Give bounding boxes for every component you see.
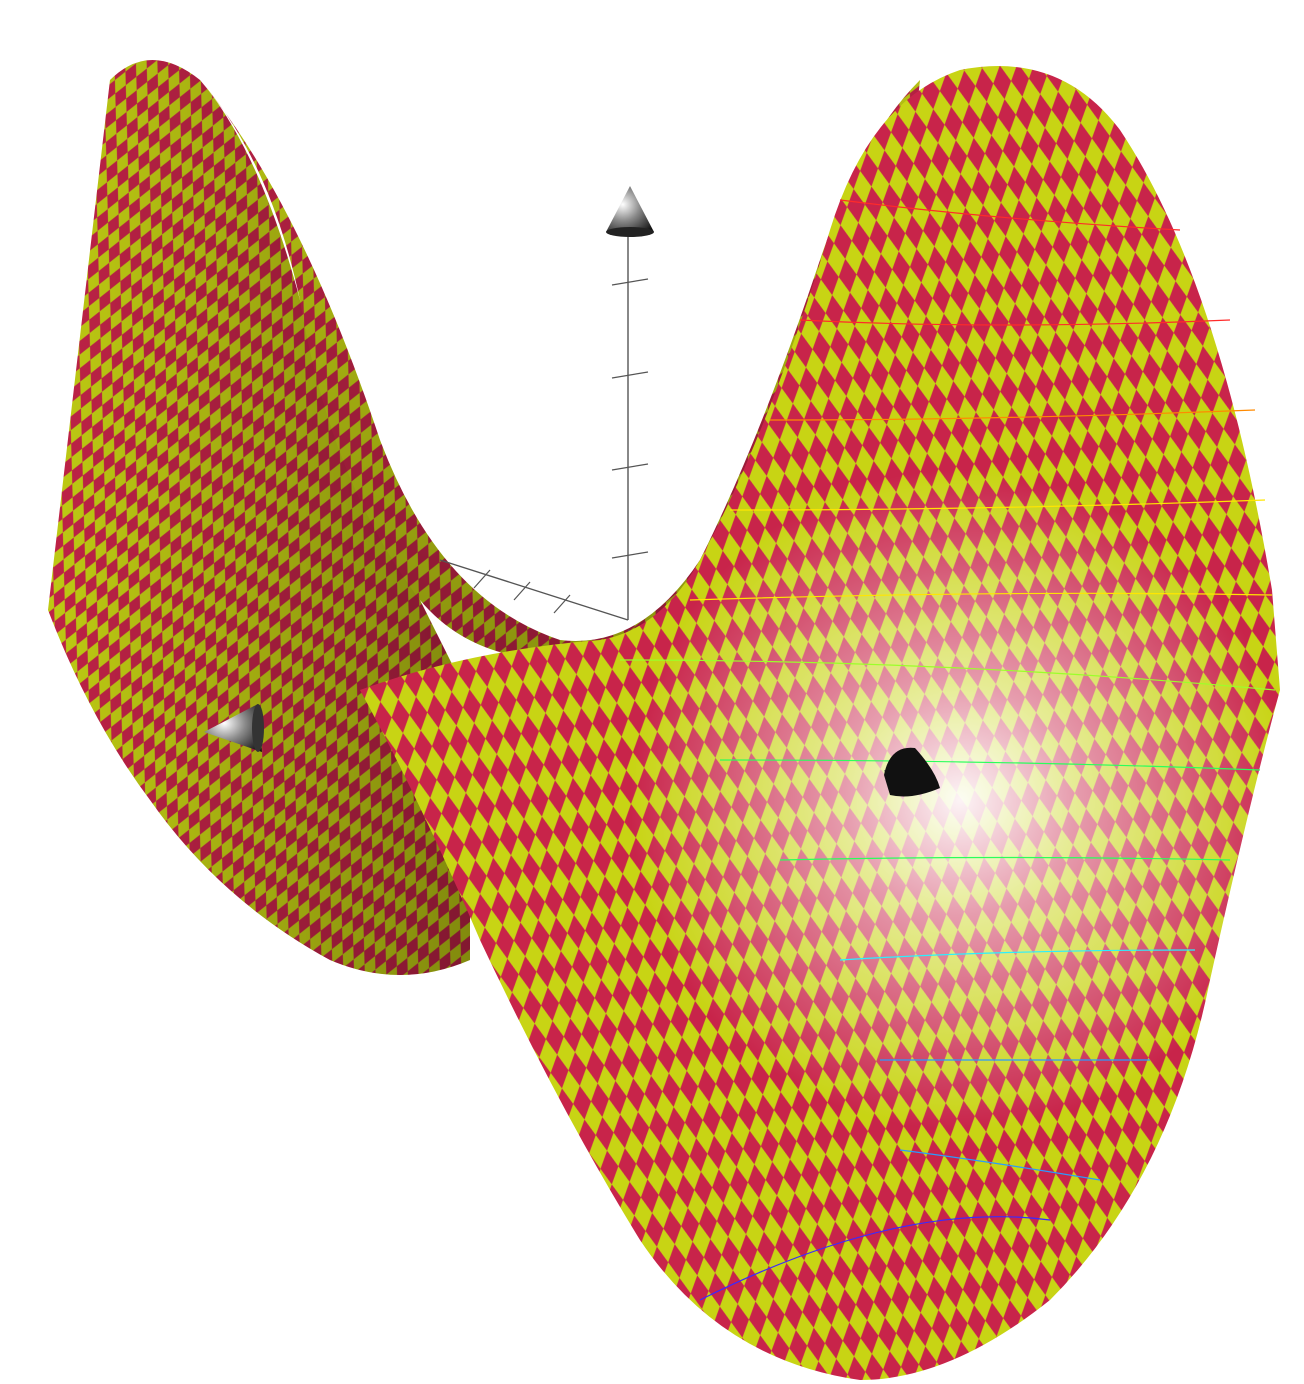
surface-contour-lines [619, 199, 1276, 1301]
axis-tick [611, 463, 649, 471]
surface-front-sheet [360, 66, 1280, 1380]
contour-line [719, 759, 1261, 771]
contour-line [899, 1149, 1101, 1181]
contour-line [689, 592, 1273, 601]
contour-line [799, 319, 1231, 326]
cone-arrow-left-icon [204, 704, 264, 752]
x-axis-line [439, 559, 629, 621]
contour-line [779, 856, 1231, 861]
axis-tick [553, 594, 571, 614]
contour-line [839, 199, 1181, 231]
axis-tick [611, 371, 649, 379]
contour-line [839, 949, 1196, 961]
contour-line [729, 499, 1266, 511]
contour-line [769, 409, 1256, 421]
axis-tick [513, 581, 531, 601]
x-axis-ticks [473, 569, 571, 614]
cone-arrow-up-icon [606, 186, 654, 237]
axis-tick [473, 569, 491, 589]
cone-arrow-right-icon [884, 747, 940, 797]
contour-line [699, 1216, 1051, 1301]
axis-tick [611, 551, 649, 559]
z-axis-ticks [611, 278, 649, 559]
surface-left-wing [48, 60, 470, 975]
axis-tick [611, 278, 649, 286]
contour-line [619, 659, 1276, 691]
